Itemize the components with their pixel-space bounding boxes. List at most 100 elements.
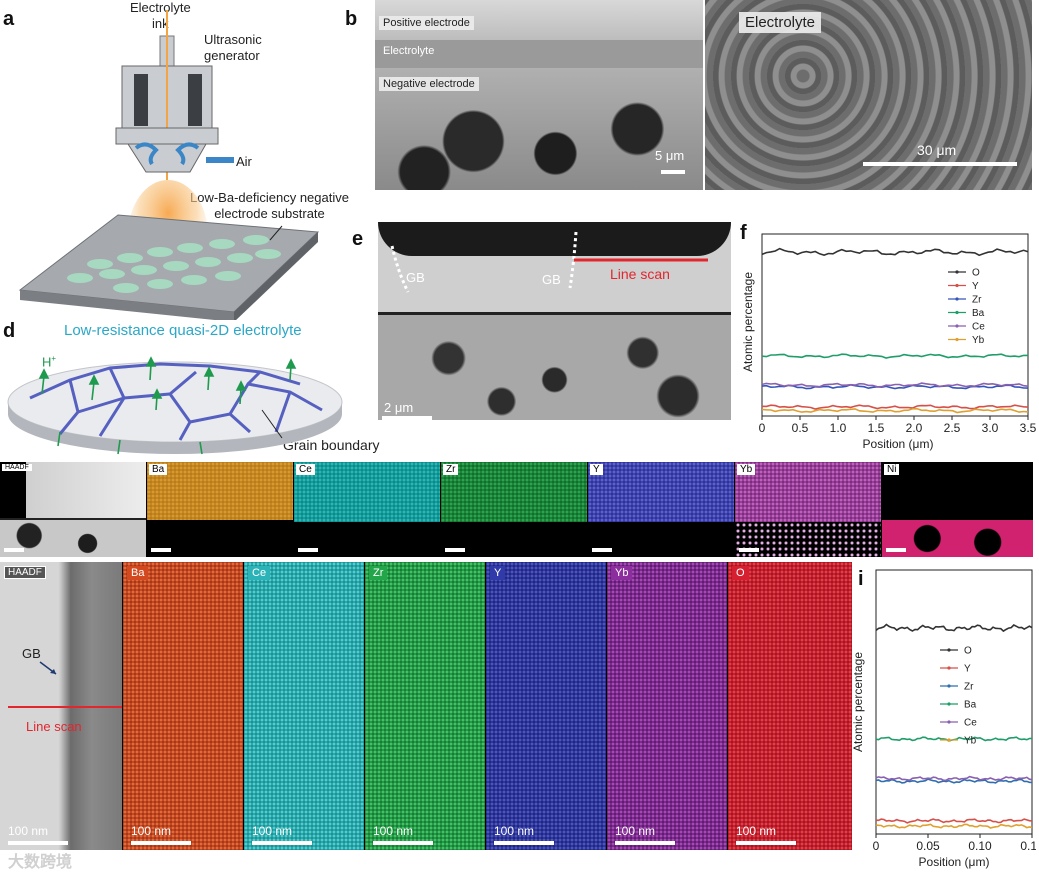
sem-surface-image: Electrolyte 30 μm — [705, 0, 1032, 190]
eds-tile-ce: Ce — [294, 462, 440, 557]
scale-bar-e — [382, 416, 432, 420]
chart-f-series-yb — [761, 408, 1029, 414]
scale-bar-b — [661, 170, 685, 174]
panel-f-label: f — [740, 222, 747, 244]
chart-i-series-yb — [875, 823, 1033, 829]
chart-i-legend-label-yb: Yb — [964, 736, 977, 747]
chart-f-legend-label-o: O — [972, 268, 980, 279]
eds-h-tile-label: Y — [490, 566, 506, 580]
eds-tile-label: Ba — [149, 464, 168, 475]
line-scan-label-h: Line scan — [26, 719, 82, 734]
eds-tile-label: Y — [590, 464, 603, 475]
chart-i-xtick-label: 0.05 — [916, 839, 940, 853]
scale-label-haadf: 100 nm — [8, 824, 49, 838]
quasi-2d-electrolyte-title: Low-resistance quasi-2D electrolyte — [64, 322, 302, 339]
chart-f-xtick-label: 3.0 — [982, 421, 999, 435]
air-label: Air — [236, 154, 252, 169]
chart-i-legend-label-ba: Ba — [964, 700, 977, 711]
eds-h-tile-yb: Yb 100 nm — [607, 562, 727, 850]
eds-h-tile-o: O 100 nm — [728, 562, 852, 850]
eds-h-tile-label: Ce — [248, 566, 271, 580]
eds-h-scale-label: 100 nm — [615, 824, 656, 838]
chart-f-xticks: 0 0.5 1.0 1.5 2.0 2.5 3.0 3.5 — [759, 416, 1036, 435]
chart-f-xlabel: Position (μm) — [863, 437, 934, 451]
chart-f-legend-marker-ce — [955, 324, 959, 328]
eds-h-tile-y: Y 100 nm — [486, 562, 606, 850]
negative-electrode-tag: Negative electrode — [379, 77, 479, 91]
eds-h-scale-label: 100 nm — [373, 824, 414, 838]
eds-h-tile-label: Ba — [127, 566, 149, 580]
chart-f-legend-label-ce: Ce — [972, 322, 985, 333]
eds-h-tile-label: Yb — [611, 566, 633, 580]
sem-cross-section-image: Positive electrode Electrolyte Negative … — [375, 0, 703, 190]
eds-h-scale-label: 100 nm — [252, 824, 293, 838]
gb-label-left: GB — [406, 270, 425, 285]
eds-h-tile-label: Zr — [369, 566, 388, 580]
ultrasonic-generator-label: Ultrasonic generator — [204, 32, 262, 63]
watermark: 大数跨境 — [8, 854, 73, 871]
eds-map-strip-h: HAADF GB Line scan 100 nm Ba 100 nm Ce 1… — [0, 562, 852, 850]
eds-map-strip-g: HAADF Ba Ce Zr Y Yb Ni — [0, 462, 1033, 557]
chart-i-legend-marker-zr — [947, 684, 951, 688]
chart-i-series-y — [875, 818, 1033, 824]
chart-f-series-y — [761, 404, 1029, 410]
eds-h-scale-label: 100 nm — [736, 824, 777, 838]
chart-f-legend-marker-yb — [955, 337, 959, 342]
line-scan-marker-h — [8, 706, 122, 708]
eds-h-scale-label: 100 nm — [494, 824, 535, 838]
chart-f-legend-marker-zr — [955, 297, 959, 301]
chart-f-legend-label-yb: Yb — [972, 335, 985, 346]
chart-i-legend-label-zr: Zr — [964, 682, 974, 693]
eds-tile-label: HAADF — [2, 464, 32, 471]
proton-label: H+ — [42, 354, 57, 370]
chart-i-series-zr — [875, 778, 1033, 784]
electrolyte-tag: Electrolyte — [383, 45, 435, 57]
eds-tile-haadf: HAADF — [0, 462, 146, 557]
panel-e-label: e — [352, 228, 364, 250]
scale-label-e: 2 μm — [384, 400, 414, 415]
electrolyte-surface-tag: Electrolyte — [739, 12, 822, 33]
gb-label-h: GB — [22, 646, 41, 661]
electrolyte-disc-diagram — [7, 356, 343, 455]
chart-i-legend-label-o: O — [964, 646, 972, 657]
chart-f-axes — [761, 233, 1029, 417]
scale-bar-c — [863, 162, 1017, 166]
panel-d-label: d — [3, 320, 16, 342]
chart-i-series-o — [875, 623, 1033, 633]
eds-h-scale-label: 100 nm — [131, 824, 172, 838]
chart-i-series — [875, 623, 1033, 829]
chart-f-xtick-label: 2.5 — [944, 421, 961, 435]
chart-f-xtick-label: 0 — [759, 421, 766, 435]
eds-tile-label: Yb — [737, 464, 756, 475]
eds-h-tile-ce: Ce 100 nm — [244, 562, 364, 850]
eds-tile-label: Ni — [884, 464, 900, 475]
chart-i-axes — [875, 569, 1033, 835]
chart-f-series — [761, 247, 1029, 414]
chart-f-series-ce — [761, 382, 1029, 388]
substrate-label: Low-Ba-deficiency negative electrode sub… — [190, 190, 349, 221]
chart-i-series-ce — [875, 775, 1033, 782]
chart-f-legend-marker-ba — [955, 310, 959, 315]
chart-f-frame — [761, 233, 1029, 417]
chart-f-legend: OY Zr Ba Ce Yb — [948, 268, 985, 346]
chart-i-legend-label-y: Y — [964, 664, 971, 675]
eds-h-tile-label: O — [732, 566, 749, 580]
electrolyte-ink-label: Electrolyte ink — [130, 0, 191, 31]
chart-i-xtick-label: 0.15 — [1020, 839, 1036, 853]
panel-b-label: b — [345, 8, 358, 30]
chart-f-legend-label-y: Y — [972, 281, 979, 292]
line-scan-chart-f: OY Zr Ba Ce Yb 0 0.5 1.0 1.5 2.0 2.5 3.0 3.5 Positi… — [741, 233, 1036, 451]
eds-tile-ba: Ba — [147, 462, 293, 557]
chart-i-xlabel: Position (μm) — [919, 855, 990, 869]
chart-f-series-ba — [761, 353, 1028, 359]
chart-f-series-o — [761, 247, 1029, 257]
positive-electrode-tag: Positive electrode — [379, 16, 474, 30]
eds-tile-ni: Ni — [882, 462, 1033, 557]
chart-i-xtick-label: 0 — [873, 839, 880, 853]
line-scan-chart-i: OY Zr Ba Ce Yb 0 0.05 0.10 0.15 Position (μm) A… — [852, 569, 1036, 869]
eds-h-tile-zr: Zr 100 nm — [365, 562, 485, 850]
chart-i-legend-marker-o — [947, 648, 951, 652]
chart-i-legend: OY Zr Ba Ce Yb — [940, 646, 977, 747]
chart-f-legend-marker-y — [955, 283, 959, 288]
chart-f-legend-label-zr: Zr — [972, 295, 982, 306]
